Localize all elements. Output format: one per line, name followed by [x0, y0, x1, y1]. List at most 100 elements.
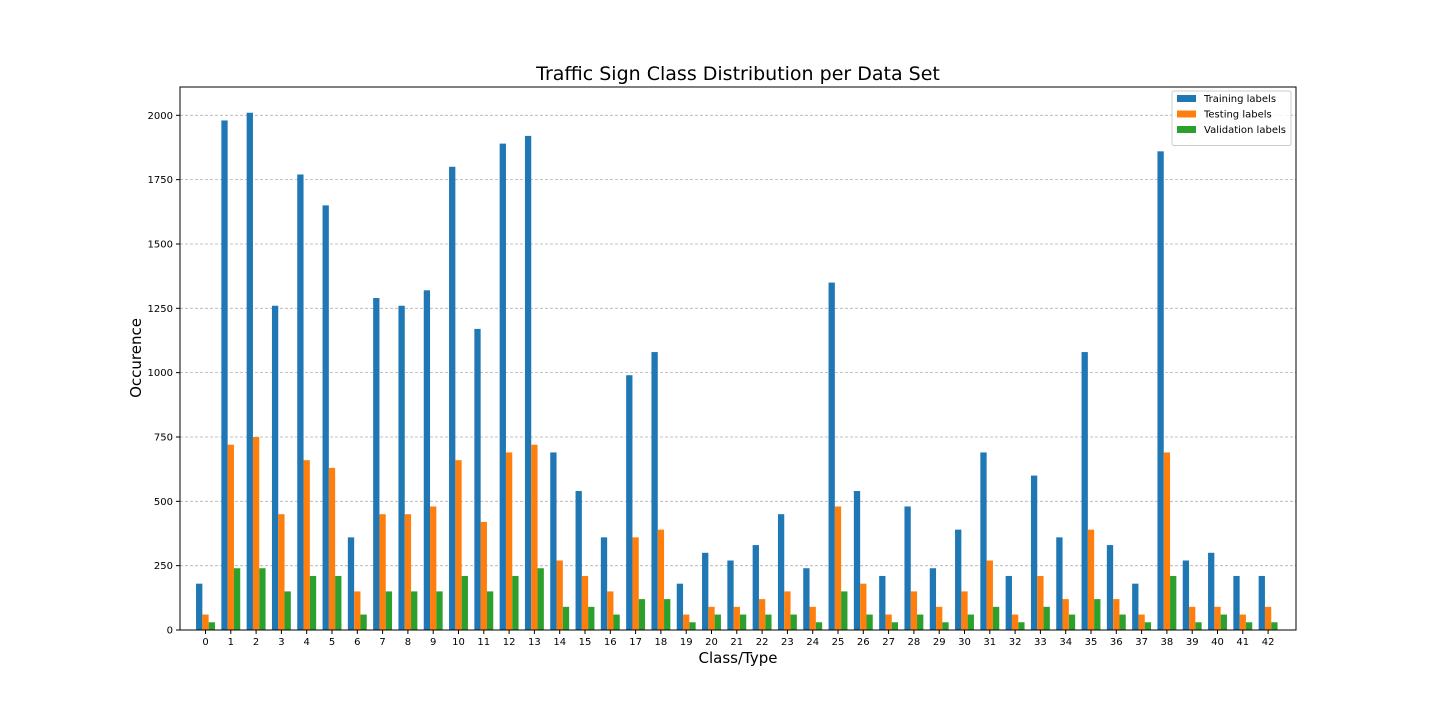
- bar-validation-42: [1271, 622, 1278, 630]
- bar-training-0: [196, 583, 203, 630]
- bar-training-18: [651, 352, 658, 630]
- bar-validation-27: [891, 622, 899, 630]
- bar-validation-20: [714, 614, 721, 630]
- bar-validation-31: [992, 606, 1000, 630]
- bar-training-22: [752, 545, 759, 630]
- legend: Training labels Testing labels Validation …: [1171, 90, 1292, 146]
- bar-training-20: [702, 552, 709, 630]
- bar-testing-16: [607, 591, 614, 630]
- bar-training-29: [929, 568, 937, 630]
- bar-validation-9: [436, 591, 443, 630]
- bar-validation-39: [1195, 622, 1202, 630]
- bar-training-7: [373, 298, 380, 630]
- bar-validation-18: [664, 599, 671, 630]
- bar-training-15: [575, 491, 582, 630]
- bar-validation-0: [208, 622, 215, 630]
- bar-testing-7: [379, 514, 386, 630]
- y-axis: 0 250 500 750 1000 1250 1500 1750 2000: [148, 111, 180, 637]
- bar-validation-26: [866, 614, 873, 630]
- bar-training-34: [1056, 537, 1063, 630]
- x-tick-label: 24: [806, 637, 819, 648]
- bar-training-39: [1182, 560, 1190, 630]
- bar-validation-4: [309, 575, 317, 630]
- bar-training-1: [221, 120, 228, 630]
- bar-testing-10: [455, 460, 462, 630]
- x-tick-label: 38: [1161, 637, 1174, 648]
- x-tick-label: 35: [1085, 637, 1098, 648]
- x-tick-label: 11: [477, 637, 490, 648]
- bar-testing-6: [354, 591, 361, 630]
- bar-training-10: [449, 166, 456, 630]
- x-tick-label: 27: [882, 637, 895, 648]
- bar-training-13: [524, 135, 532, 630]
- bar-training-36: [1106, 545, 1114, 630]
- bar-testing-1: [227, 444, 234, 630]
- x-tick-label: 14: [553, 637, 566, 648]
- y-tick-label: 1250: [148, 304, 173, 315]
- legend-label: Training labels: [1203, 94, 1276, 105]
- bar-testing-20: [708, 606, 715, 630]
- x-tick-label: 7: [379, 637, 385, 648]
- bar-validation-3: [284, 591, 291, 630]
- x-tick-label: 34: [1059, 637, 1072, 648]
- x-tick-label: 13: [528, 637, 541, 648]
- bar-training-24: [803, 568, 810, 630]
- bar-training-16: [600, 537, 608, 630]
- bar-validation-1: [233, 568, 241, 630]
- x-tick-label: 32: [1009, 637, 1022, 648]
- bar-validation-38: [1170, 575, 1177, 630]
- x-tick-label: 39: [1186, 637, 1199, 648]
- bar-validation-34: [1068, 614, 1076, 630]
- bar-validation-13: [537, 568, 544, 630]
- bar-validation-7: [385, 591, 393, 630]
- bar-training-37: [1132, 583, 1139, 630]
- bar-testing-37: [1138, 614, 1145, 630]
- bar-validation-5: [335, 575, 342, 630]
- bar-validation-22: [765, 614, 772, 630]
- bar-testing-18: [657, 529, 665, 630]
- legend-swatch: [1177, 110, 1196, 118]
- legend-label: Testing labels: [1203, 110, 1272, 121]
- bar-training-32: [1005, 575, 1012, 630]
- bar-validation-8: [411, 591, 418, 630]
- bar-testing-35: [1087, 529, 1095, 630]
- x-tick-label: 3: [278, 637, 284, 648]
- legend-label: Validation labels: [1204, 125, 1286, 136]
- bar-training-21: [727, 560, 734, 630]
- bar-training-40: [1208, 552, 1215, 630]
- bar-training-5: [322, 205, 329, 630]
- bar-testing-30: [961, 591, 968, 630]
- bar-testing-28: [910, 591, 918, 630]
- bar-validation-23: [790, 614, 797, 630]
- bar-testing-25: [834, 506, 842, 630]
- x-tick-label: 21: [730, 637, 743, 648]
- bar-testing-34: [1062, 599, 1069, 630]
- bar-testing-13: [531, 444, 538, 630]
- bar-validation-16: [613, 614, 620, 630]
- x-tick-label: 0: [202, 637, 208, 648]
- bar-validation-33: [1043, 606, 1050, 630]
- bar-validation-19: [689, 622, 696, 630]
- bar-testing-26: [860, 583, 867, 630]
- x-tick-label: 19: [680, 637, 693, 648]
- bar-testing-2: [252, 436, 260, 630]
- bar-training-9: [423, 290, 431, 630]
- bar-training-8: [398, 305, 405, 630]
- y-tick-label: 750: [154, 432, 173, 443]
- y-axis-title: Occurence: [127, 318, 145, 398]
- bar-testing-40: [1214, 606, 1221, 630]
- bar-testing-14: [556, 560, 563, 630]
- bar-validation-32: [1018, 622, 1025, 630]
- legend-swatch: [1177, 126, 1196, 133]
- y-tick-label: 0: [167, 626, 173, 637]
- bar-validation-28: [917, 614, 924, 630]
- bar-testing-31: [986, 560, 993, 630]
- x-tick-label: 25: [832, 637, 845, 648]
- x-tick-label: 16: [604, 637, 617, 648]
- x-tick-label: 29: [933, 637, 946, 648]
- bar-validation-37: [1144, 622, 1152, 630]
- x-tick-label: 22: [756, 637, 769, 648]
- bar-training-19: [676, 583, 684, 630]
- bar-validation-14: [562, 606, 570, 630]
- bar-training-14: [550, 452, 557, 630]
